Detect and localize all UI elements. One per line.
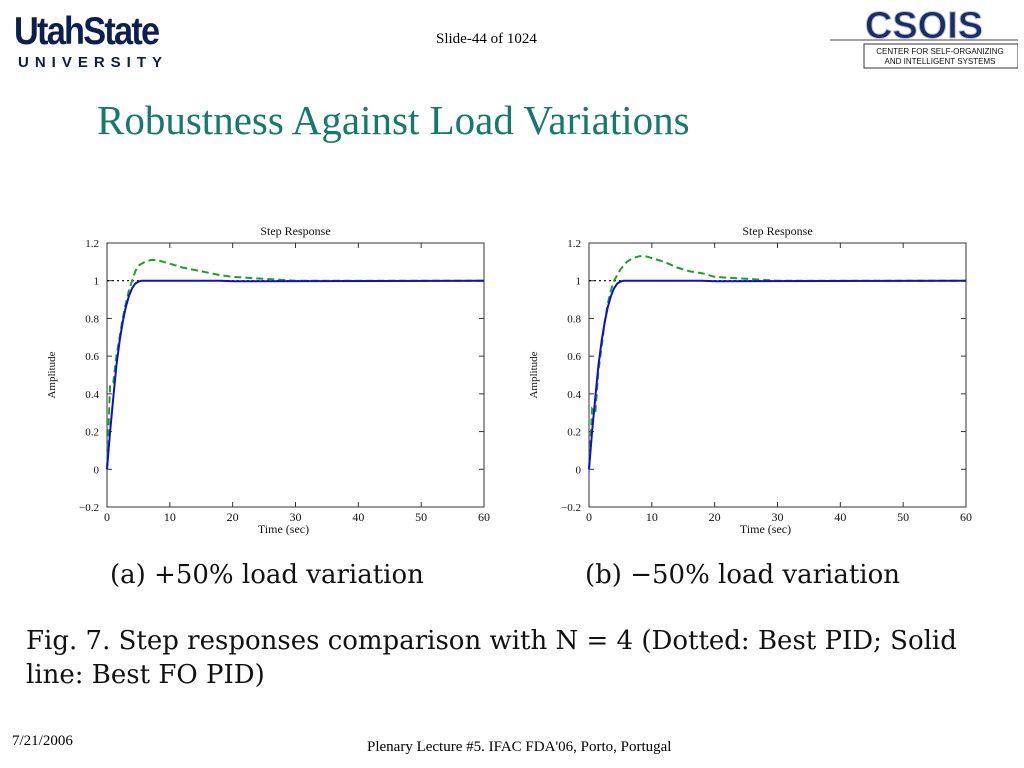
plot-area [106, 242, 485, 508]
x-tick-label: 40 [834, 510, 846, 524]
csois-logo-line1: CENTER FOR SELF-ORGANIZING [876, 47, 1004, 56]
x-tick-label: 0 [104, 510, 110, 524]
chart-minus-50: Step Response 0 10 20 30 40 50 60 −0.2 0 0.2 0.4 0.6… [520, 210, 980, 550]
footer-text: Plenary Lecture #5. IFAC FDA'06, Porto, … [367, 739, 672, 755]
y-tick-label: 0.6 [567, 351, 581, 363]
series-line-solid [588, 279, 967, 470]
usu-logo: UtahState UNIVERSITY [14, 12, 204, 74]
y-tick-label: 1.2 [85, 238, 99, 250]
y-tick-label: −0.2 [79, 502, 99, 514]
x-tick-label: 10 [646, 510, 658, 524]
figure-caption: Fig. 7. Step responses comparison with N… [26, 624, 1006, 692]
subfigure-caption-b: (b) −50% load variation [585, 560, 901, 590]
plot-area [588, 242, 967, 508]
usu-logo-wordmark: UtahState [14, 10, 160, 53]
y-tick-label: 0.6 [85, 351, 99, 363]
x-tick-label: 20 [227, 510, 239, 524]
y-tick-label: 0.2 [85, 427, 99, 439]
y-tick-label: 1 [576, 276, 582, 288]
x-axis-label: Time (sec) [740, 522, 791, 536]
y-tick-label: 0.4 [567, 389, 581, 401]
subfigure-caption-a: (a) +50% load variation [110, 560, 424, 590]
x-tick-label: 60 [478, 510, 490, 524]
y-tick-label: 0 [576, 464, 582, 476]
footer-date: 7/21/2006 [12, 733, 73, 749]
y-axis-label: Amplitude [528, 351, 540, 398]
y-tick-label: 0.2 [567, 427, 581, 439]
chart-plus-50-svg: Step Response 0 10 20 30 40 50 60 −0.2 0 0.2 0.4 0.6… [46, 224, 490, 536]
x-tick-label: 50 [897, 510, 909, 524]
y-tick-label: 0.4 [85, 389, 99, 401]
slide-number: Slide-44 of 1024 [436, 31, 537, 47]
x-tick-label: 30 [290, 510, 302, 524]
y-tick-label: −0.2 [561, 502, 581, 514]
csois-logo-line2: AND INTELLIGENT SYSTEMS [885, 57, 996, 66]
x-tick-label: 0 [586, 510, 592, 524]
y-tick-label: 1.2 [567, 238, 581, 250]
series-line-dashed [588, 255, 966, 470]
y-tick-label: 0 [94, 464, 100, 476]
series-line-solid [106, 279, 485, 470]
chart-title: Step Response [742, 224, 812, 238]
csois-logo-graphic: CSOIS CENTER FOR SELF-ORGANIZING AND INT… [830, 5, 1019, 72]
y-tick-label: 0.8 [85, 313, 99, 325]
x-tick-label: 30 [772, 510, 784, 524]
figure-caption-line2: line: Best FO PID) [26, 660, 265, 690]
slide-title: Robustness Against Load Variations [97, 97, 690, 143]
x-tick-label: 40 [352, 510, 364, 524]
chart-title: Step Response [260, 224, 330, 238]
usu-logo-subtitle: UNIVERSITY [18, 54, 169, 71]
x-tick-label: 20 [709, 510, 721, 524]
x-tick-label: 60 [960, 510, 972, 524]
y-tick-label: 0.8 [567, 313, 581, 325]
x-axis-label: Time (sec) [258, 522, 309, 536]
chart-plus-50: Step Response 0 10 20 30 40 50 60 −0.2 0 0.2 0.4 0.6… [38, 210, 498, 550]
figure-caption-line1: Fig. 7. Step responses comparison with N… [26, 626, 957, 656]
y-tick-label: 1 [94, 276, 100, 288]
y-axis-label: Amplitude [46, 351, 58, 398]
csois-logo-wordmark: CSOIS [865, 6, 983, 47]
x-tick-label: 50 [415, 510, 427, 524]
chart-minus-50-svg: Step Response 0 10 20 30 40 50 60 −0.2 0 0.2 0.4 0.6… [528, 224, 972, 536]
x-tick-label: 10 [164, 510, 176, 524]
csois-logo: CSOIS CENTER FOR SELF-ORGANIZING AND INT… [830, 5, 1019, 72]
